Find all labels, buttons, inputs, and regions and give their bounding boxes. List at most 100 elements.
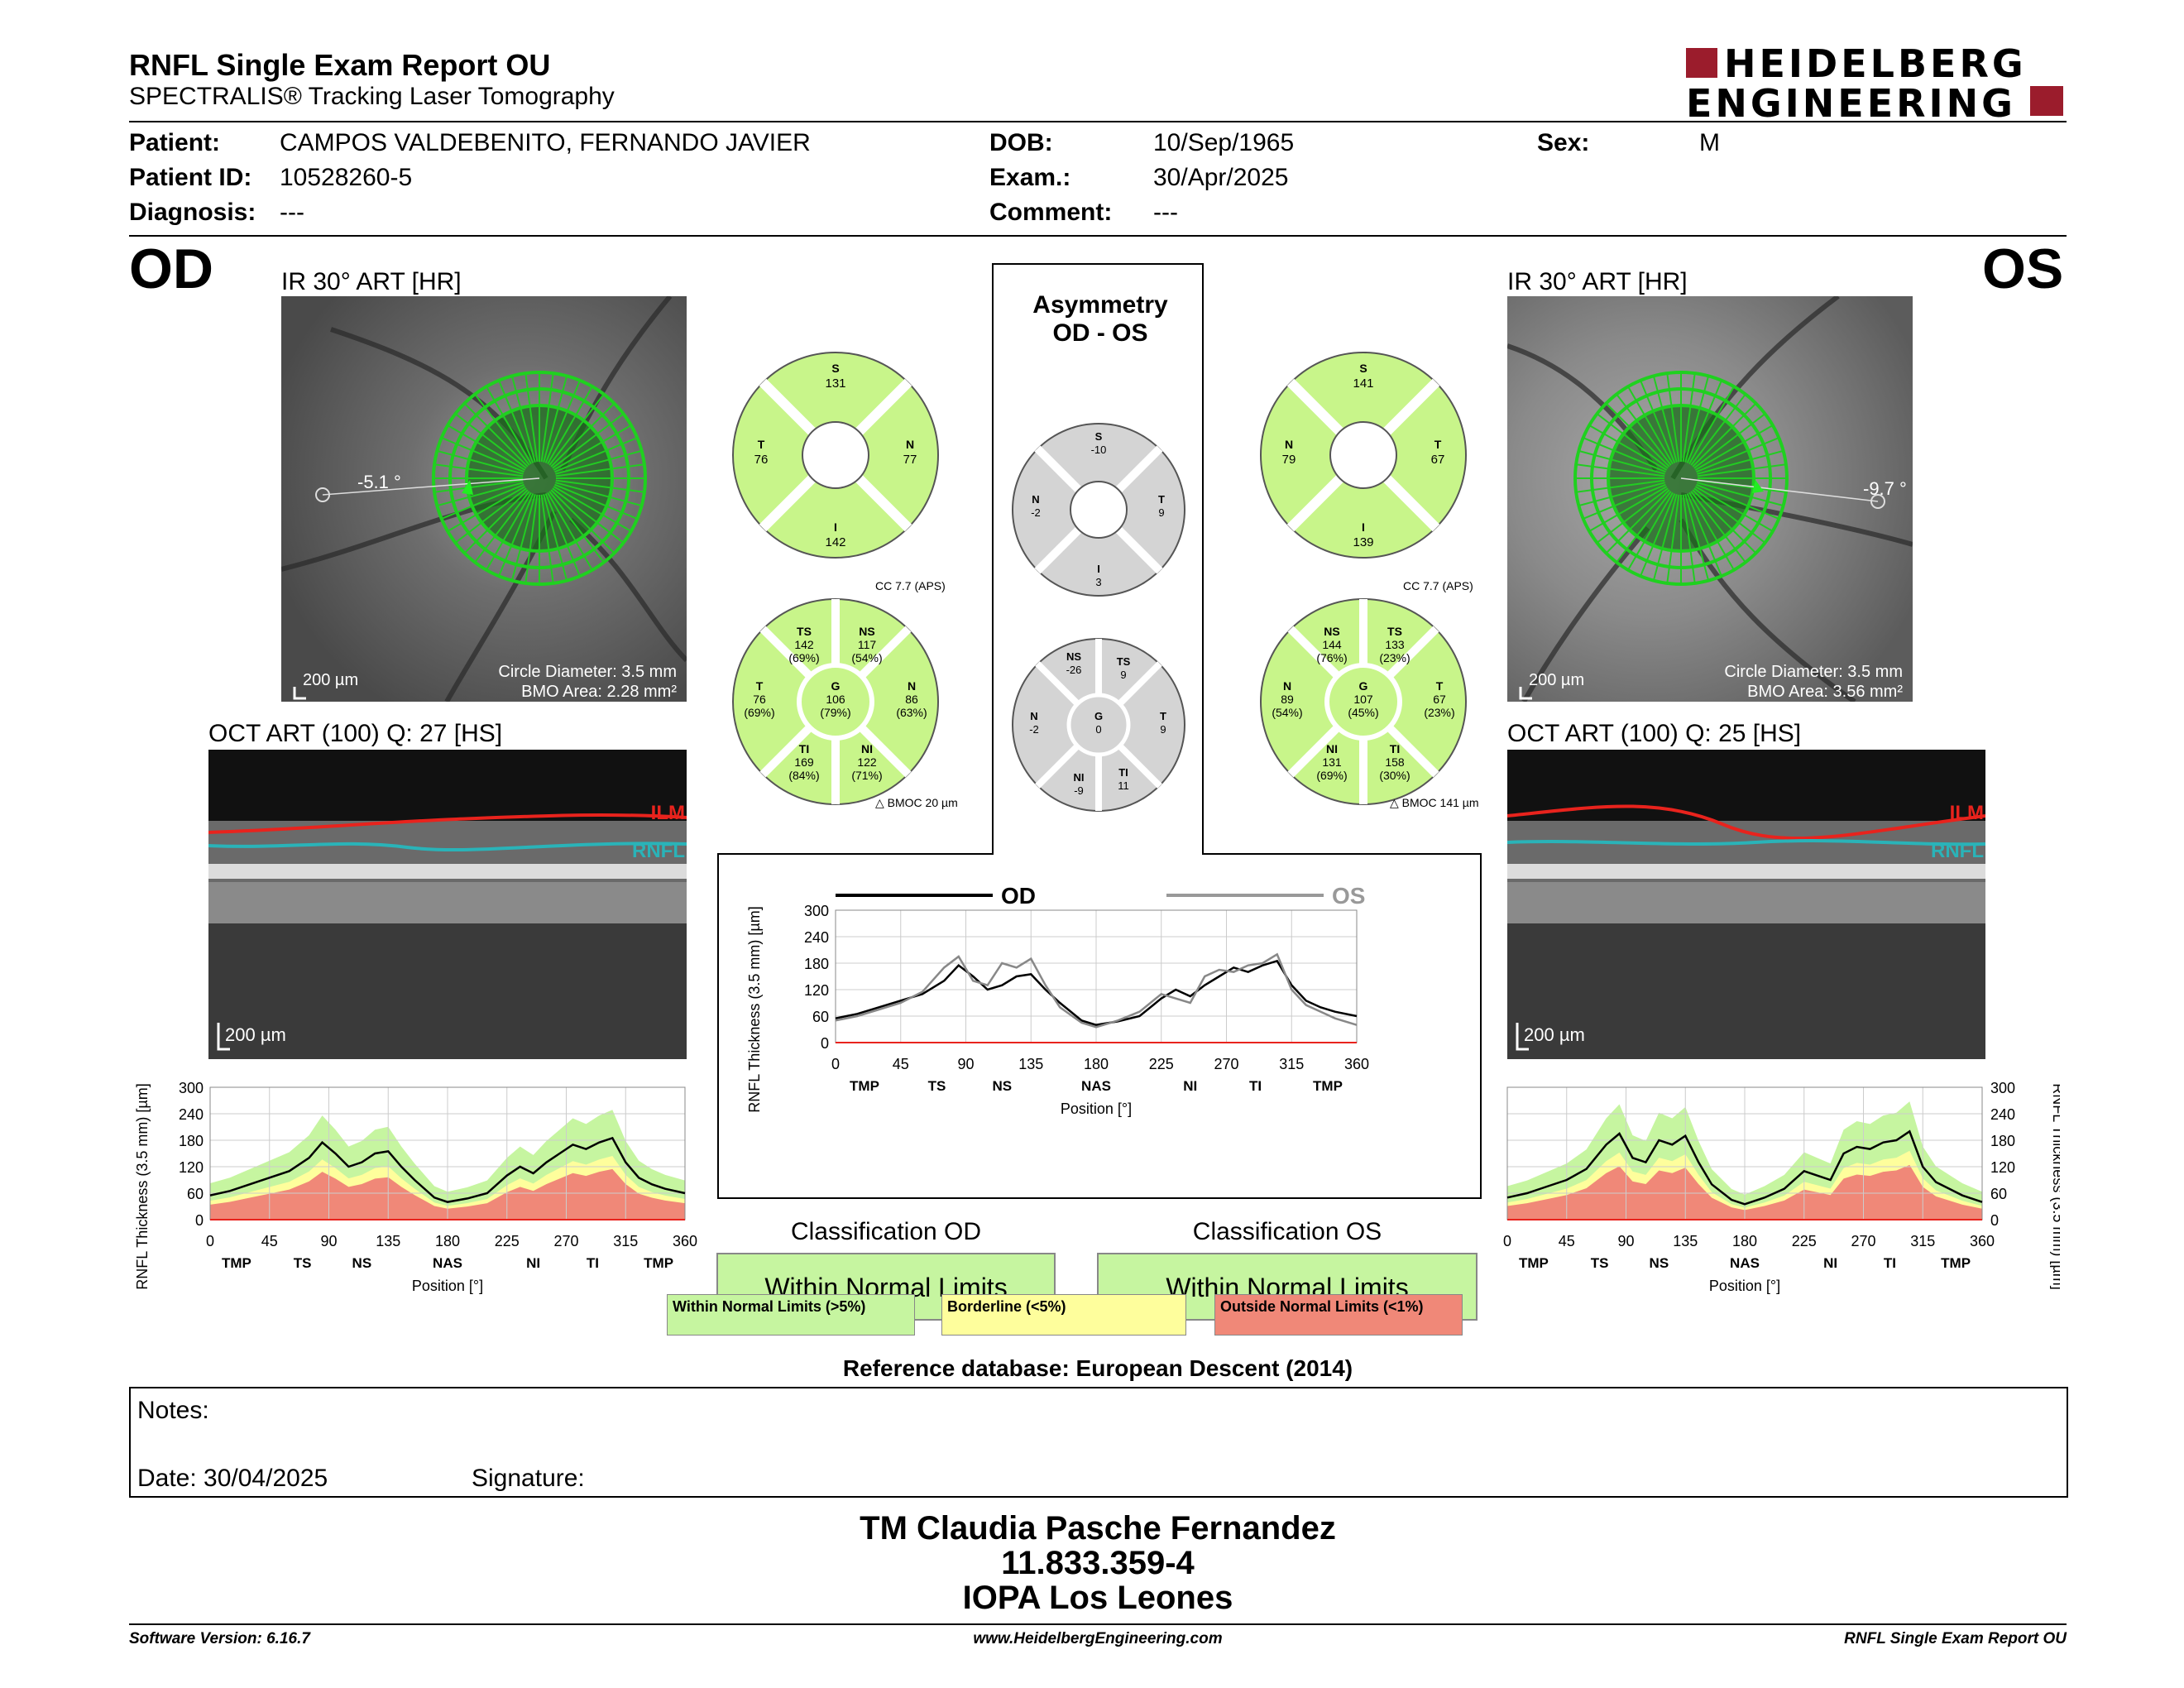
asym-quad-i: 3 <box>1095 576 1101 588</box>
asymmetry-title-line2: OD - OS <box>1052 319 1148 347</box>
y-tick-label: 0 <box>821 1035 829 1052</box>
logo-line-1: HEIDELBERG <box>1724 41 2027 86</box>
legend-within-normal: Within Normal Limits (>5%) <box>667 1294 915 1336</box>
sector-axis-label: NS <box>352 1255 372 1271</box>
x-tick-label: 360 <box>1970 1233 1995 1249</box>
y-tick-label: 60 <box>187 1186 204 1202</box>
od-sector-ns-pct: (54%) <box>851 651 882 664</box>
os-sector-ti-pct: (30%) <box>1379 769 1410 782</box>
diagnosis-label: Diagnosis: <box>129 199 256 226</box>
sector-axis-label: TMP <box>644 1255 673 1271</box>
os-bmoc-value: BMOC 141 µm <box>1401 796 1479 809</box>
reference-database: Reference database: European Descent (20… <box>842 1355 1353 1381</box>
asymmetry-title-line1: Asymmetry <box>1032 291 1168 319</box>
od-sector-ts-value: 142 <box>794 638 814 651</box>
os-sector-ni-pct: (69%) <box>1316 769 1347 782</box>
logo-line-2: ENGINEERING <box>1686 81 2016 126</box>
patient-label: Patient: <box>129 129 221 156</box>
x-tick-label: 270 <box>1851 1233 1875 1249</box>
chart-legend: OD OS <box>836 883 1365 909</box>
x-tick-label: 225 <box>1149 1056 1174 1072</box>
sector-axis-label: NS <box>1650 1255 1669 1271</box>
od-sector-g-value: 106 <box>826 693 845 706</box>
od-sector-ns-label: NS <box>859 625 874 638</box>
od-quad-i: 142 <box>825 535 845 549</box>
svg-text:N: N <box>1285 438 1293 451</box>
asym-ni-value: -9 <box>1074 784 1084 797</box>
os-sector-ts-value: 133 <box>1385 638 1405 651</box>
y-tick-label: 120 <box>804 982 829 999</box>
sector-axis-label: TMP <box>850 1078 879 1094</box>
report-title: RNFL Single Exam Report OU <box>129 48 551 82</box>
asym-n-label: N <box>1030 710 1037 722</box>
od-sector-n-pct: (63%) <box>896 706 927 719</box>
od-quad-t: 76 <box>754 453 769 467</box>
sector-axis-label: NI <box>526 1255 540 1271</box>
os-sector-n-value: 89 <box>1281 693 1294 706</box>
os-quad-s: 141 <box>1353 376 1373 391</box>
od-sector-ns-value: 117 <box>858 638 877 651</box>
asym-t-value: 9 <box>1160 723 1166 736</box>
os-sector-g-value: 107 <box>1353 693 1373 706</box>
y-tick-label: 0 <box>195 1212 204 1229</box>
sex-value: M <box>1699 129 1720 156</box>
od-sector-n-value: 86 <box>905 693 918 706</box>
exam-label: Exam.: <box>989 164 1071 191</box>
y-tick-label: 300 <box>179 1080 204 1096</box>
dob-label: DOB: <box>989 129 1053 156</box>
od-sector-ts-pct: (69%) <box>788 651 819 664</box>
od-sector-t-value: 76 <box>753 693 766 706</box>
x-tick-label: 0 <box>831 1056 840 1072</box>
legend-borderline: Borderline (<5%) <box>941 1294 1186 1336</box>
od-ilm-label: ILM <box>651 802 685 824</box>
sector-axis-label: NAS <box>1081 1078 1111 1094</box>
od-scale: 200 µm <box>303 671 358 689</box>
os-oct-scale: 200 µm <box>1524 1024 1585 1045</box>
sector-axis-label: NAS <box>1730 1255 1760 1271</box>
x-tick-label: 225 <box>495 1233 520 1249</box>
x-tick-label: 360 <box>1344 1056 1369 1072</box>
os-quadrant-circle: S 141 N 79 T 67 I 139 <box>1260 352 1467 559</box>
sector-axis-label: TS <box>928 1078 946 1094</box>
asym-ns-value: -26 <box>1066 664 1082 676</box>
os-sector-ns-value: 144 <box>1322 638 1342 651</box>
od-quad-n: 77 <box>903 453 917 467</box>
legend-outside-normal: Outside Normal Limits (<1%) <box>1214 1294 1463 1336</box>
sector-axis-label: TI <box>1249 1078 1262 1094</box>
asym-quad-n: -2 <box>1031 506 1041 519</box>
y-tick-label: 240 <box>1990 1106 2015 1123</box>
sector-axis-label: TI <box>1884 1255 1896 1271</box>
patient-id-label: Patient ID: <box>129 164 252 191</box>
os-sector-ts-pct: (23%) <box>1379 651 1410 664</box>
x-tick-label: 90 <box>1617 1233 1634 1249</box>
os-ilm-label: ILM <box>1950 802 1984 824</box>
chart-grid <box>835 909 1358 1043</box>
legend-os-label: OS <box>1332 883 1365 909</box>
notes-date: Date: 30/04/2025 <box>137 1465 328 1492</box>
x-tick-label: 270 <box>553 1233 578 1249</box>
od-sector-t-pct: (69%) <box>744 706 774 719</box>
legend-od-label: OD <box>1001 883 1036 909</box>
notes-box[interactable]: Notes: Date: 30/04/2025 Signature: <box>129 1387 2068 1498</box>
svg-text:T: T <box>1434 438 1442 451</box>
asymmetry-title: Asymmetry OD - OS <box>994 291 1206 348</box>
os-ir-label: IR 30° ART [HR] <box>1507 268 1688 295</box>
asym-n-value: -2 <box>1029 723 1039 736</box>
od-sector-ni-value: 122 <box>857 755 877 769</box>
footer-report-name: RNFL Single Exam Report OU <box>1844 1630 2067 1647</box>
diagnosis-value: --- <box>280 199 304 226</box>
os-scale: 200 µm <box>1529 671 1584 689</box>
os-rnfl-label: RNFL <box>1931 840 1984 862</box>
od-sector-t-label: T <box>756 679 764 693</box>
y-tick-label: 60 <box>1990 1186 2007 1202</box>
x-tick-label: 135 <box>1673 1233 1698 1249</box>
svg-text:T: T <box>758 438 765 451</box>
x-tick-label: 0 <box>1503 1233 1511 1249</box>
x-tick-label: 180 <box>1084 1056 1109 1072</box>
os-sector-t-label: T <box>1436 679 1444 693</box>
x-axis-title: Position [°] <box>1061 1101 1132 1117</box>
od-fundus-image: -5.1 ° 200 µm Circle Diameter: 3.5 mm BM… <box>281 296 687 702</box>
os-rnfl-profile-chart: 0 60 120 180 240 300 0 45 90 135 180 225 270 315 360 TM… <box>1503 1080 2060 1294</box>
x-tick-label: 225 <box>1792 1233 1817 1249</box>
